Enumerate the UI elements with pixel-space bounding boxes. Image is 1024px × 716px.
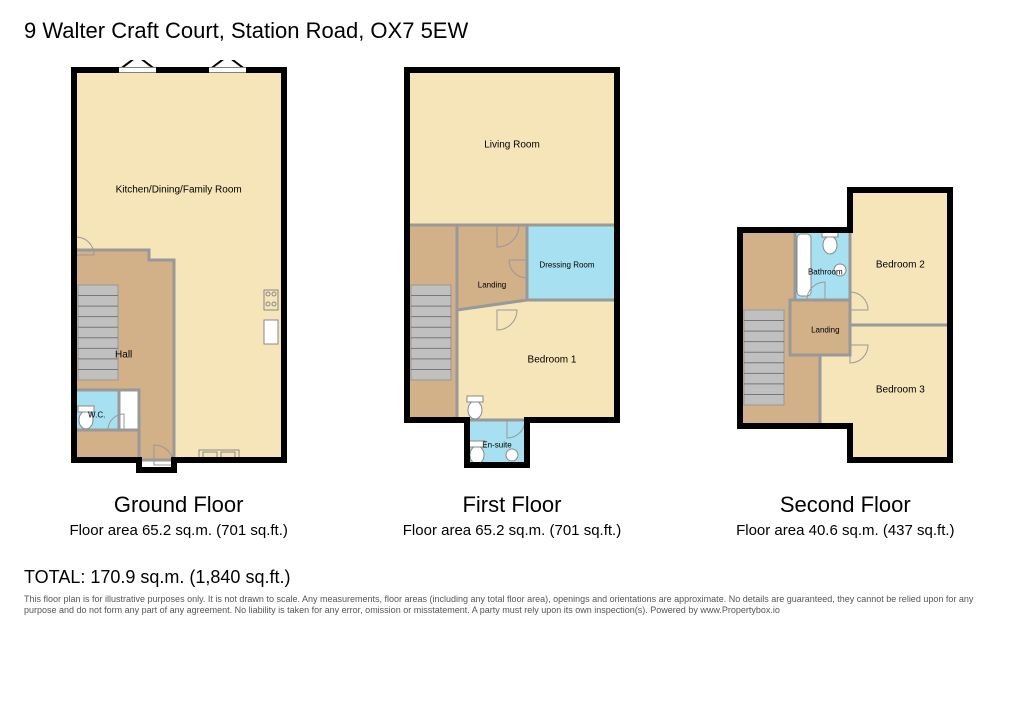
room-label: Living Room — [484, 140, 540, 151]
room-label: Bathroom — [808, 268, 843, 277]
room-label: Bedroom 2 — [876, 260, 925, 271]
floor-area-text: Floor area 65.2 sq.m. (701 sq.ft.) — [403, 522, 621, 539]
page-title: 9 Walter Craft Court, Station Road, OX7 … — [24, 18, 1000, 44]
floor-name: Ground Floor — [114, 492, 244, 518]
room-label: Landing — [811, 326, 839, 335]
room-label: Bedroom 3 — [876, 385, 925, 396]
floor-column: Bathroom Bedroom 2 Landing Bedroom 3 Second … — [730, 170, 960, 539]
floor-plan: Kitchen/Dining/Family Room Hall W.C. — [64, 60, 294, 480]
room-label: Hall — [115, 350, 132, 361]
floor-area-text: Floor area 40.6 sq.m. (437 sq.ft.) — [736, 522, 954, 539]
room-label: Kitchen/Dining/Family Room — [116, 185, 242, 196]
floors-row: Kitchen/Dining/Family Room Hall W.C. Ground… — [24, 60, 1000, 539]
floor-name: Second Floor — [780, 492, 911, 518]
floor-area-text: Floor area 65.2 sq.m. (701 sq.ft.) — [69, 522, 287, 539]
room-label: Dressing Room — [539, 261, 594, 270]
floor-plan: Bathroom Bedroom 2 Landing Bedroom 3 — [730, 170, 960, 480]
floor-name: First Floor — [462, 492, 561, 518]
room-label: En-suite — [482, 441, 511, 450]
total-area: TOTAL: 170.9 sq.m. (1,840 sq.ft.) — [24, 567, 1000, 588]
disclaimer-text: This floor plan is for illustrative purp… — [24, 594, 1000, 617]
room-label: Bedroom 1 — [528, 355, 577, 366]
floor-column: Kitchen/Dining/Family Room Hall W.C. Ground… — [64, 60, 294, 539]
room-label: W.C. — [88, 411, 105, 420]
room-label: Landing — [478, 281, 506, 290]
floor-column: Living Room Dressing Room Landing Bedroom 1… — [397, 60, 627, 539]
floor-plan: Living Room Dressing Room Landing Bedroom 1… — [397, 60, 627, 480]
